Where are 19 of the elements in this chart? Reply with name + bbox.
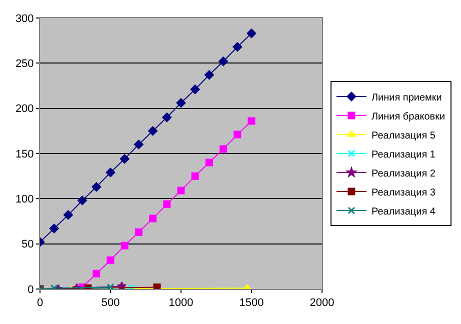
legend-label: Линия браковки: [371, 111, 446, 122]
legend-label: Реализация 2: [371, 168, 436, 180]
y-tick-label: 250: [15, 58, 34, 70]
x-tick-label: 1500: [239, 297, 264, 310]
legend-label: Реализация 4: [371, 206, 436, 218]
y-tick-label: 200: [15, 103, 34, 116]
y-tick-label: 300: [15, 12, 34, 25]
y-tick-label: 50: [22, 238, 34, 251]
x-tick-label: 0: [36, 297, 44, 310]
y-tick-label: 0: [28, 284, 34, 296]
x-tick-label: 1000: [168, 297, 194, 310]
legend-label: Линия приемки: [371, 92, 442, 104]
x-tick-label: 2000: [310, 297, 334, 310]
y-tick-label: 150: [15, 148, 34, 160]
legend-label: Реализация 1: [371, 149, 436, 160]
legend-label: Реализация 3: [371, 187, 436, 198]
x-tick-label: 500: [101, 297, 120, 310]
legend-label: Реализация 5: [371, 130, 436, 142]
y-tick-label: 100: [15, 194, 34, 206]
